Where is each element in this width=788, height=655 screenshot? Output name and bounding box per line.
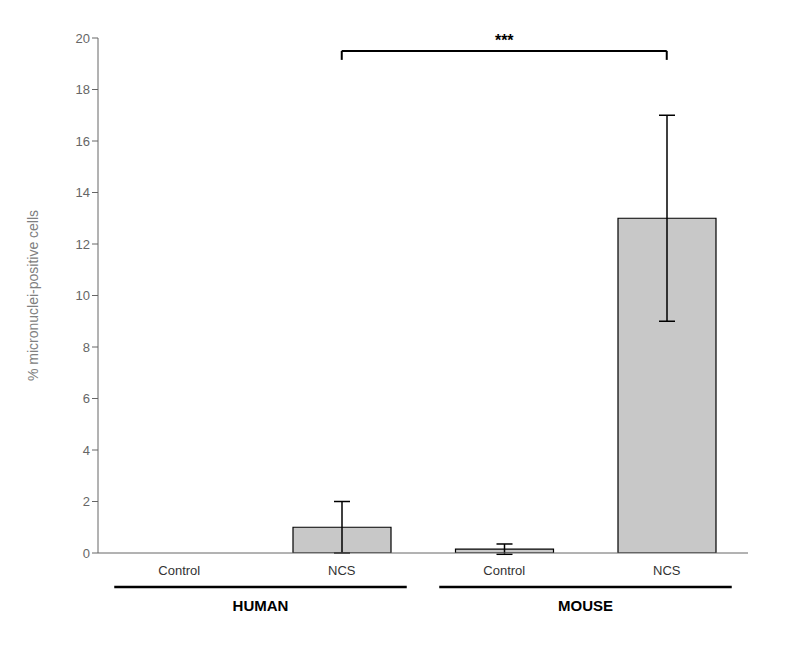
svg-text:4: 4 [83, 443, 90, 458]
svg-text:NCS: NCS [653, 563, 681, 578]
svg-text:12: 12 [76, 237, 90, 252]
svg-text:20: 20 [76, 31, 90, 46]
svg-text:10: 10 [76, 288, 90, 303]
svg-text:Control: Control [483, 563, 525, 578]
svg-text:14: 14 [76, 185, 90, 200]
svg-text:Control: Control [158, 563, 200, 578]
svg-text:NCS: NCS [328, 563, 356, 578]
svg-text:MOUSE: MOUSE [558, 597, 613, 614]
svg-text:0: 0 [83, 546, 90, 561]
svg-text:***: *** [495, 32, 514, 49]
svg-text:8: 8 [83, 340, 90, 355]
svg-text:2: 2 [83, 494, 90, 509]
svg-text:% micronuclei-positive cells: % micronuclei-positive cells [25, 210, 41, 381]
svg-text:16: 16 [76, 134, 90, 149]
svg-text:18: 18 [76, 82, 90, 97]
svg-text:6: 6 [83, 391, 90, 406]
svg-text:HUMAN: HUMAN [233, 597, 289, 614]
